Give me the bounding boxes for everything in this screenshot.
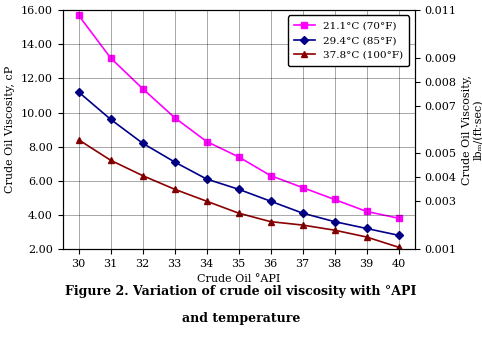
- Line: 37.8°C (100°F): 37.8°C (100°F): [76, 137, 402, 250]
- 29.4°C (85°F): [300, 211, 306, 215]
- Y-axis label: Crude Oil Viscosity,
lbₘ/(ft·sec): Crude Oil Viscosity, lbₘ/(ft·sec): [462, 75, 482, 184]
- 37.8°C (100°F): [396, 245, 402, 249]
- 21.1°C (70°F): [140, 87, 146, 91]
- Text: Figure 2. Variation of crude oil viscosity with °API: Figure 2. Variation of crude oil viscosi…: [66, 285, 416, 298]
- 21.1°C (70°F): [396, 216, 402, 220]
- 29.4°C (85°F): [76, 90, 81, 94]
- 37.8°C (100°F): [300, 223, 306, 227]
- 21.1°C (70°F): [236, 155, 241, 159]
- 21.1°C (70°F): [300, 186, 306, 190]
- 37.8°C (100°F): [140, 174, 146, 178]
- 21.1°C (70°F): [172, 116, 177, 120]
- 21.1°C (70°F): [76, 13, 81, 17]
- 21.1°C (70°F): [332, 197, 337, 202]
- Line: 21.1°C (70°F): 21.1°C (70°F): [76, 13, 402, 221]
- X-axis label: Crude Oil °API: Crude Oil °API: [197, 274, 280, 284]
- 37.8°C (100°F): [172, 187, 177, 191]
- 29.4°C (85°F): [140, 141, 146, 145]
- 37.8°C (100°F): [236, 211, 241, 215]
- 37.8°C (100°F): [268, 220, 273, 224]
- 29.4°C (85°F): [108, 117, 114, 121]
- 29.4°C (85°F): [396, 233, 402, 237]
- Text: and temperature: and temperature: [182, 312, 300, 325]
- 21.1°C (70°F): [268, 174, 273, 178]
- Legend: 21.1°C (70°F), 29.4°C (85°F), 37.8°C (100°F): 21.1°C (70°F), 29.4°C (85°F), 37.8°C (10…: [288, 15, 409, 66]
- 37.8°C (100°F): [76, 138, 81, 142]
- Y-axis label: Crude Oil Viscosity, cP: Crude Oil Viscosity, cP: [5, 66, 15, 193]
- 21.1°C (70°F): [108, 56, 114, 60]
- 29.4°C (85°F): [204, 177, 210, 181]
- 37.8°C (100°F): [363, 235, 369, 239]
- 29.4°C (85°F): [236, 187, 241, 191]
- 29.4°C (85°F): [332, 220, 337, 224]
- 29.4°C (85°F): [172, 160, 177, 164]
- 29.4°C (85°F): [363, 226, 369, 231]
- 37.8°C (100°F): [332, 228, 337, 232]
- 37.8°C (100°F): [204, 199, 210, 203]
- 21.1°C (70°F): [363, 209, 369, 213]
- 21.1°C (70°F): [204, 139, 210, 144]
- 29.4°C (85°F): [268, 199, 273, 203]
- Line: 29.4°C (85°F): 29.4°C (85°F): [76, 89, 402, 238]
- 37.8°C (100°F): [108, 158, 114, 162]
